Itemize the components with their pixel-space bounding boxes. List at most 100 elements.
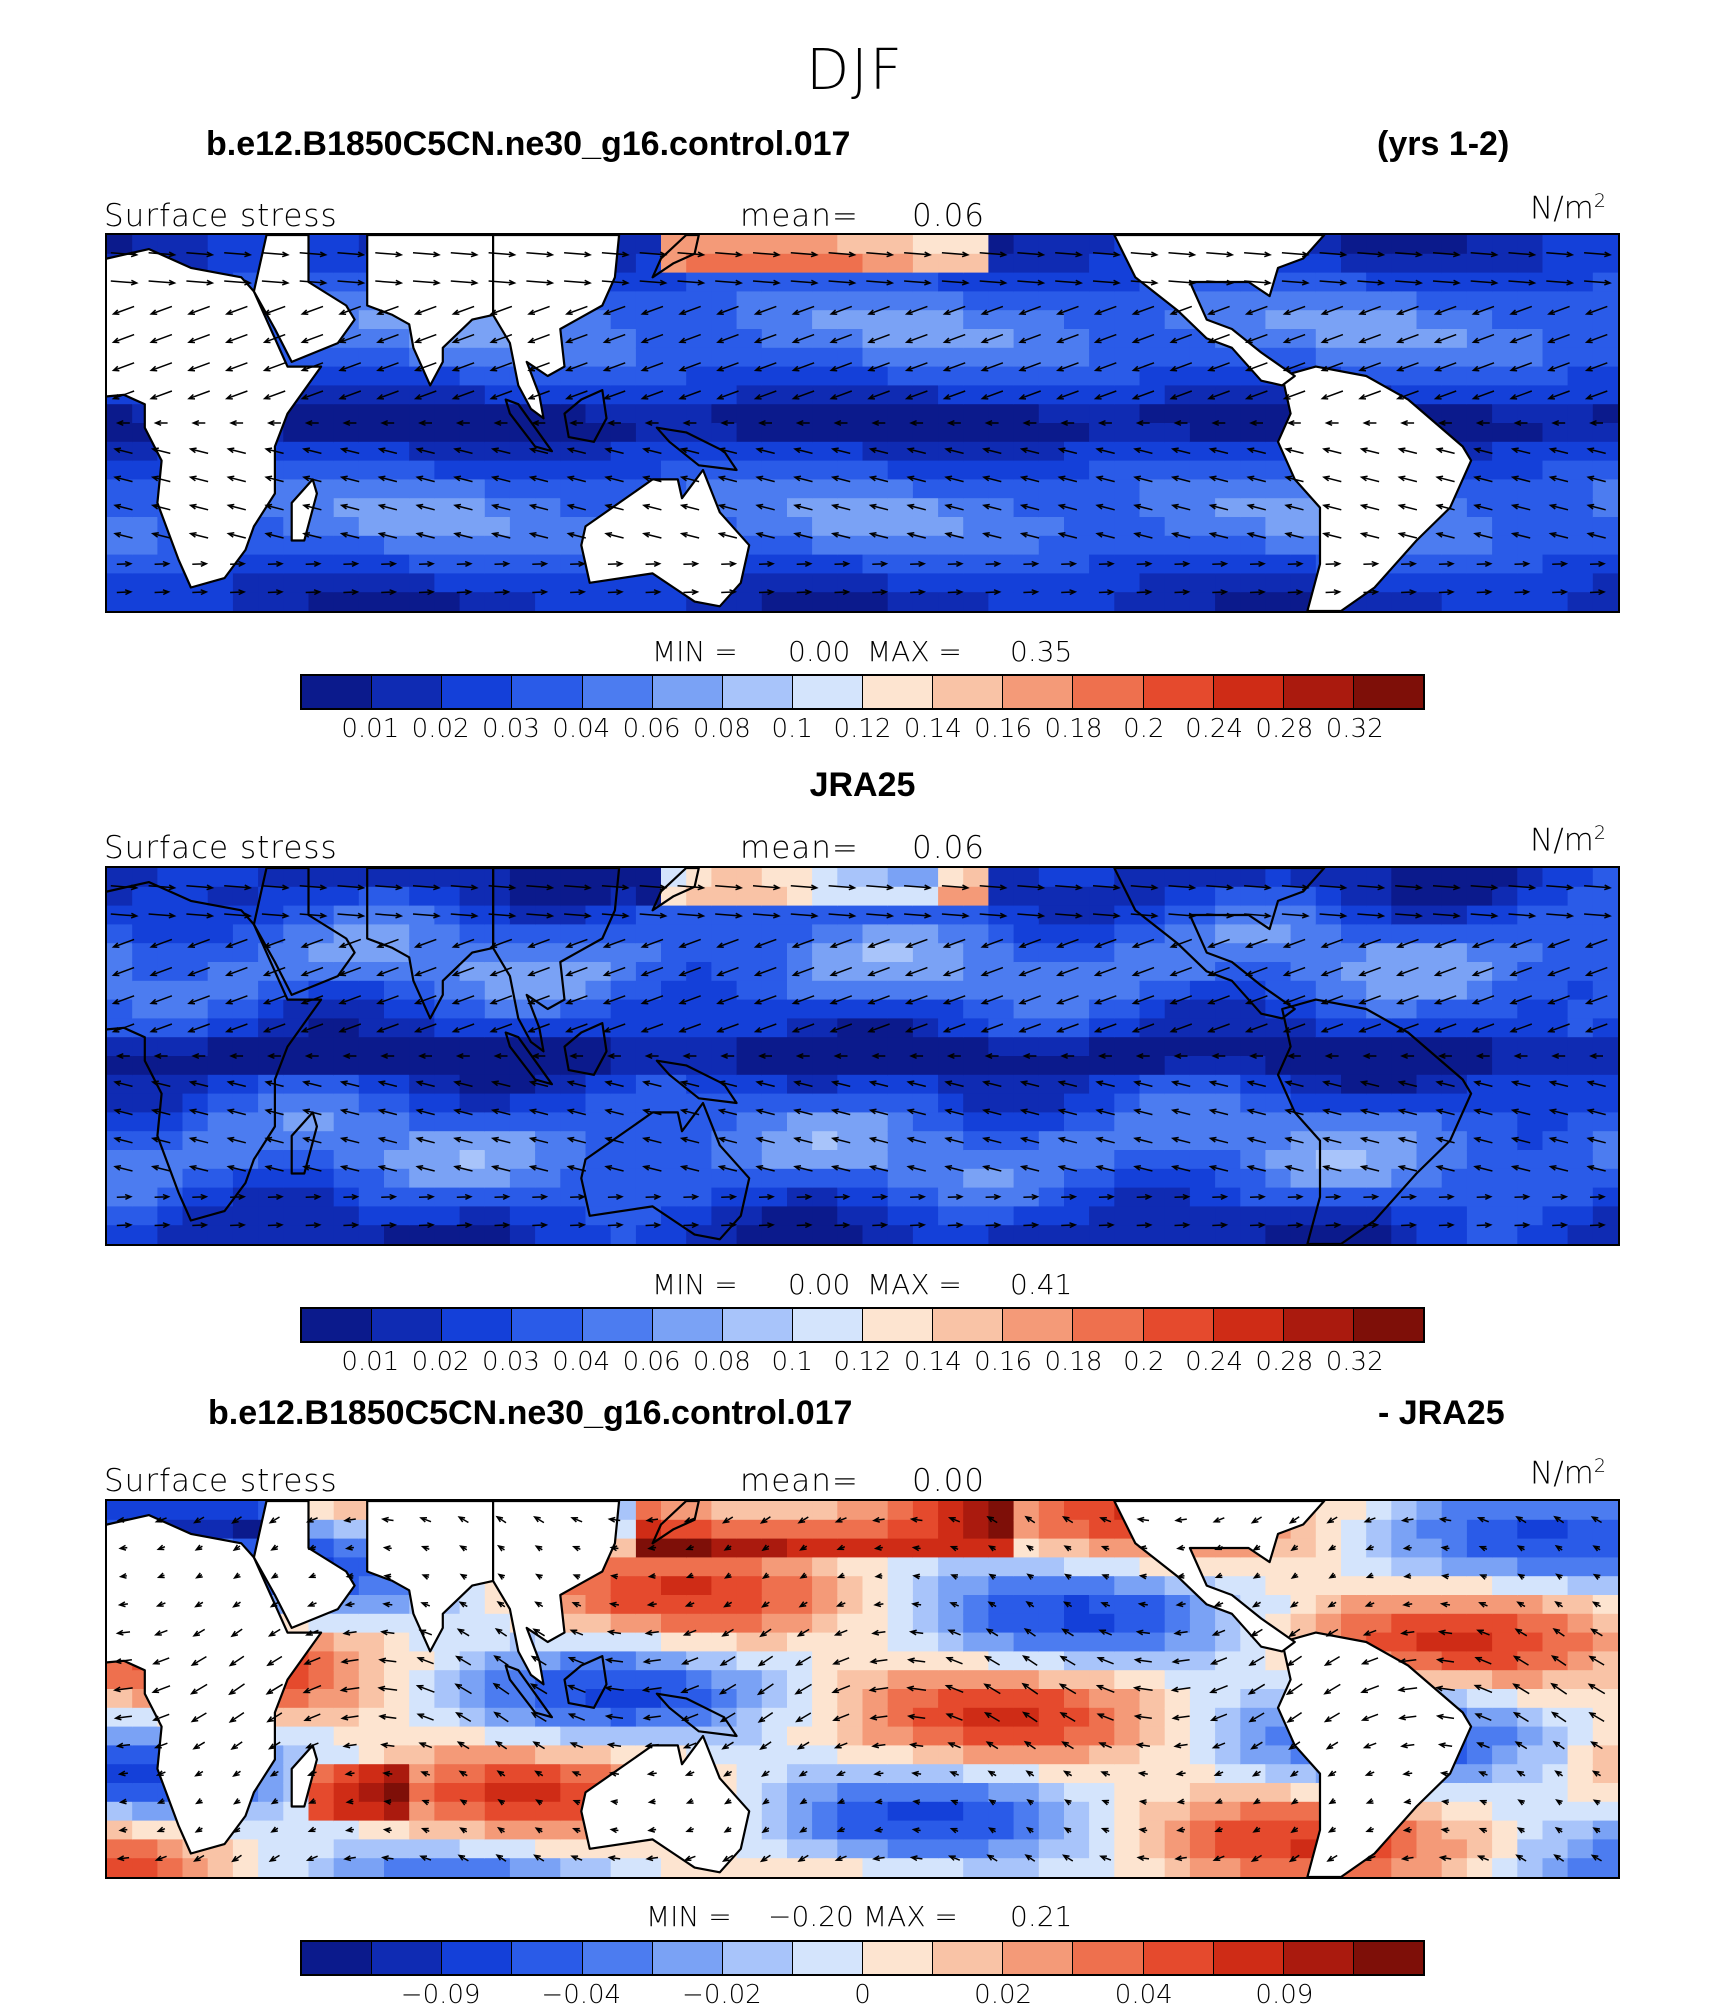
panel1-title-left: b.e12.B1850C5CN.ne30_g16.control.017 — [206, 125, 851, 163]
colorbar-tick-label: 0.24 — [1185, 1347, 1244, 1377]
colorbar-swatch — [1353, 1942, 1423, 1974]
coastline-australia — [580, 1101, 751, 1241]
coastline-newguinea — [655, 1059, 738, 1105]
colorbar-tick-label: 0.28 — [1255, 714, 1314, 744]
colorbar-swatch — [1213, 1942, 1284, 1974]
colorbar-tick-label: 0.08 — [692, 714, 751, 744]
colorbar-tick-label: 0.04 — [1114, 1980, 1173, 2010]
panel3-mean-value: 0.00 — [912, 1463, 986, 1499]
colorbar-tick-label: 0.18 — [1044, 1347, 1103, 1377]
figure-title: DJF — [806, 38, 904, 103]
colorbar-swatch — [863, 676, 934, 708]
coastline-arabia — [252, 235, 356, 363]
coastline-seasia — [492, 868, 621, 1053]
coastline-borneo — [563, 1022, 608, 1076]
panel3-map — [105, 1499, 1620, 1879]
colorbar-swatch — [512, 1309, 583, 1341]
coastline-seasia — [492, 1501, 621, 1686]
panel1-variable-label: Surface stress — [104, 198, 338, 234]
colorbar-tick-label: 0.12 — [833, 1347, 892, 1377]
coastline-newguinea — [655, 426, 738, 472]
colorbar-tick-label: 0.14 — [903, 1347, 962, 1377]
coastline-india — [366, 235, 495, 387]
colorbar-tick-label: 0.32 — [1325, 714, 1384, 744]
colorbar-tick-label: 0.06 — [622, 714, 681, 744]
coastline-arabia — [252, 1501, 356, 1629]
panel3-min-label: MIN = — [646, 1900, 732, 1933]
colorbar-swatch — [302, 1309, 373, 1341]
panel3-variable-label: Surface stress — [104, 1463, 338, 1499]
colorbar-swatch — [652, 1309, 723, 1341]
colorbar-swatch — [1143, 1309, 1214, 1341]
panel2-unit: N/m2 — [1530, 822, 1606, 859]
panel2-min-value: 0.00 — [788, 1268, 851, 1301]
coastline-seasia — [492, 235, 621, 420]
coastline-borneo — [563, 389, 608, 443]
coastline-newguinea — [655, 1692, 738, 1738]
colorbar-swatch — [722, 676, 793, 708]
colorbar-tick-label: 0.04 — [552, 714, 611, 744]
colorbar-swatch — [792, 1942, 863, 1974]
coastline-sumatra — [504, 398, 553, 453]
panel1-max-value: 0.35 — [1010, 635, 1073, 668]
colorbar-swatch — [1073, 676, 1144, 708]
colorbar-swatch — [863, 1309, 934, 1341]
colorbar-swatch — [722, 1309, 793, 1341]
colorbar-swatch — [792, 676, 863, 708]
colorbar-tick-label: 0.03 — [481, 1347, 540, 1377]
panel3-title-right: - JRA25 — [1378, 1394, 1505, 1432]
colorbar-swatch — [582, 1942, 653, 1974]
colorbar-swatch — [442, 1309, 513, 1341]
panel3-max-value: 0.21 — [1010, 1900, 1073, 1933]
colorbar-swatch — [442, 1942, 513, 1974]
panel2-max-value: 0.41 — [1010, 1268, 1073, 1301]
panel2-mean-value: 0.06 — [912, 830, 986, 866]
panel1-title-right: (yrs 1-2) — [1377, 125, 1510, 163]
colorbar-swatch — [1073, 1942, 1144, 1974]
coastline-arabia — [252, 868, 356, 996]
colorbar-swatch — [372, 1309, 443, 1341]
coastline-camerica — [1113, 235, 1326, 387]
coastline-madagascar — [290, 1111, 318, 1175]
panel3-colorbar — [300, 1940, 1425, 1976]
colorbar-tick-label: 0.09 — [1255, 1980, 1314, 2010]
colorbar-tick-label: −0.09 — [400, 1980, 481, 2010]
panel3-min-value: −0.20 — [768, 1900, 854, 1933]
panel2-variable-label: Surface stress — [104, 830, 338, 866]
colorbar-tick-label: 0.06 — [622, 1347, 681, 1377]
colorbar-swatch — [933, 1309, 1004, 1341]
coastline-sumatra — [504, 1664, 553, 1719]
wind-stress-vectors — [110, 884, 1612, 1229]
colorbar-tick-label: 0.14 — [903, 714, 962, 744]
colorbar-tick-label: 0.1 — [771, 714, 813, 744]
panel1-min-label: MIN = — [652, 635, 738, 668]
colorbar-tick-label: 0.32 — [1325, 1347, 1384, 1377]
colorbar-tick-label: 0.2 — [1123, 1347, 1165, 1377]
colorbar-swatch — [1283, 1942, 1354, 1974]
colorbar-swatch — [1283, 1309, 1354, 1341]
colorbar-tick-label: 0.08 — [692, 1347, 751, 1377]
colorbar-swatch — [1213, 676, 1284, 708]
colorbar-swatch — [1283, 676, 1354, 708]
coastline-samerica — [1276, 365, 1473, 611]
coastline-madagascar — [290, 478, 318, 542]
colorbar-swatch — [652, 676, 723, 708]
panel3-unit: N/m2 — [1530, 1455, 1606, 1492]
panel2-max-label: MAX = — [867, 1268, 962, 1301]
coastline-japan — [651, 1501, 700, 1545]
coastline-india — [366, 1501, 495, 1653]
colorbar-tick-label: 0.28 — [1255, 1347, 1314, 1377]
colorbar-tick-label: −0.04 — [541, 1980, 622, 2010]
coastline-australia — [580, 468, 751, 608]
coastline-africa — [107, 248, 323, 589]
colorbar-tick-label: 0.01 — [341, 1347, 400, 1377]
colorbar-swatch — [1353, 676, 1423, 708]
colorbar-tick-label: 0.03 — [481, 714, 540, 744]
colorbar-swatch — [582, 676, 653, 708]
colorbar-tick-label: 0 — [854, 1980, 871, 2010]
colorbar-tick-label: 0.16 — [974, 714, 1033, 744]
colorbar-swatch — [512, 676, 583, 708]
coastline-sumatra — [504, 1031, 553, 1086]
colorbar-tick-label: 0.12 — [833, 714, 892, 744]
colorbar-tick-label: 0.04 — [552, 1347, 611, 1377]
